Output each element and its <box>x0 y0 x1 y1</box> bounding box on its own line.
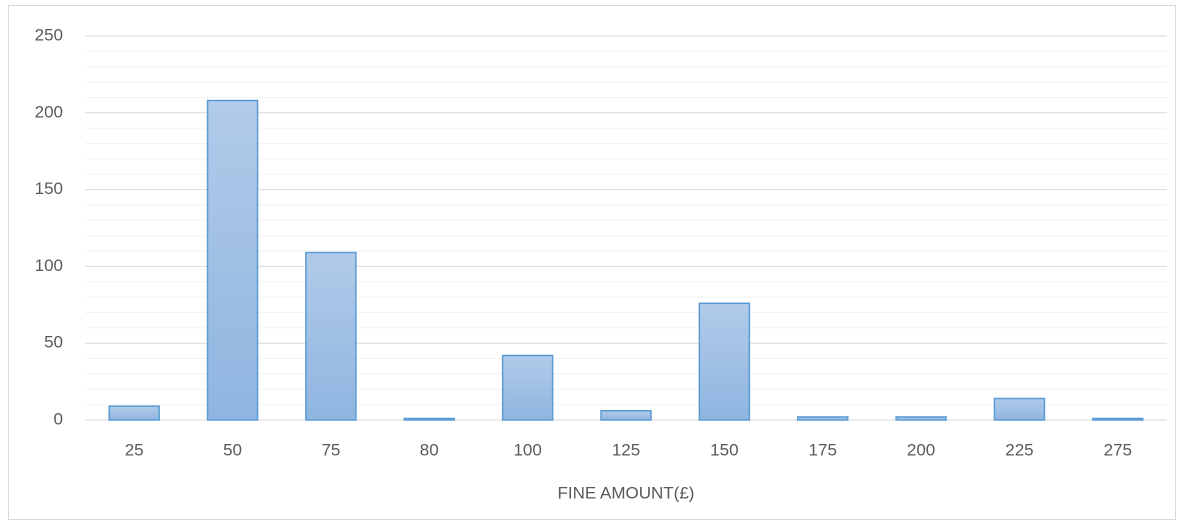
x-tick-label: 125 <box>612 440 640 459</box>
x-tick-label: 75 <box>321 440 340 459</box>
bar <box>1092 417 1144 421</box>
x-tick-label: 150 <box>710 440 738 459</box>
x-tick-label: 275 <box>1104 440 1132 459</box>
bar <box>305 251 357 421</box>
x-tick-label: 200 <box>907 440 935 459</box>
x-axis-label: FINE AMOUNT(£) <box>558 483 695 502</box>
bar <box>206 99 259 421</box>
bar <box>895 416 947 421</box>
chart-border <box>8 5 1176 520</box>
bar <box>108 405 160 421</box>
bar <box>501 354 554 421</box>
bar <box>796 416 849 421</box>
y-tick-label: 0 <box>54 409 63 428</box>
bar <box>698 302 751 421</box>
x-tick-label: 175 <box>809 440 837 459</box>
bar <box>600 410 652 421</box>
y-tick-label: 150 <box>35 179 63 198</box>
x-tick-label: 100 <box>513 440 541 459</box>
bar <box>993 397 1046 421</box>
x-tick-label: 80 <box>420 440 439 459</box>
bar <box>403 417 456 421</box>
y-tick-label: 200 <box>35 102 63 121</box>
x-tick-label: 25 <box>125 440 144 459</box>
y-tick-label: 50 <box>44 333 63 352</box>
y-tick-label: 100 <box>35 256 63 275</box>
y-tick-label: 250 <box>35 25 63 44</box>
x-tick-label: 50 <box>223 440 242 459</box>
x-tick-label: 225 <box>1005 440 1033 459</box>
